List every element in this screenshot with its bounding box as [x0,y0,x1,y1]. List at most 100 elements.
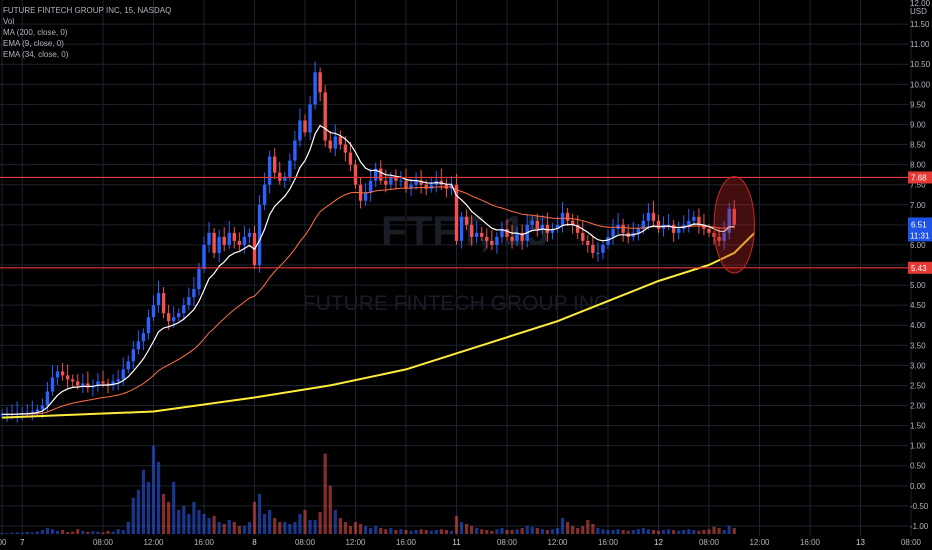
highlight-ellipse [713,176,755,274]
candle-body [136,341,141,350]
volume-bar [404,529,408,534]
volume-bar [722,529,726,534]
volume-bar [434,529,438,534]
candle-body [257,204,262,265]
time-axis[interactable]: 00 7 08:00 12:00 16:00 8 08:00 12:00 16:00 11 08:0… [0,538,922,547]
volume-bar [20,532,24,534]
candle-body [560,212,565,225]
price-axis-tick: 8.00 [910,161,926,170]
volume-bar [353,521,358,534]
candle-body [166,313,171,322]
resistance-price-label: 7.68 [911,173,927,182]
volume-bar [485,529,489,534]
candle-body [313,72,317,105]
volume-bar [45,527,50,534]
candle-body [656,220,661,229]
volume-bar [247,521,252,534]
price-axis-tick: 2.50 [910,381,926,390]
price-axis-tick: 0.50 [910,462,926,471]
candle-body [581,232,585,241]
price-axis-tick: 2.00 [910,402,926,411]
volume-bar [409,530,413,534]
candle-body [353,164,358,185]
volume-bar [126,521,130,534]
legend-title[interactable]: FUTURE FINTECH GROUP INC, 15, NASDAQ [3,6,172,15]
candle-body [591,244,595,253]
price-axis-tick: 4.00 [910,321,926,330]
volume-bar [712,526,716,534]
volume-bar [454,515,459,534]
candle-body [303,120,307,133]
legend-vol[interactable]: Vol [3,17,15,26]
candle-body [384,180,388,185]
candle-body [267,156,272,185]
candle-body [389,176,393,185]
candle-body [106,383,110,386]
candle-body [535,220,539,229]
volume-bar [333,509,337,534]
volume-bar [318,511,322,534]
volume-bar [369,527,373,534]
candle-body [247,232,252,237]
candle-body [687,220,691,225]
volume-bar [480,529,484,534]
volume-bar [71,531,75,534]
price-axis-tick: 7.50 [910,181,926,190]
volume-bar [10,532,14,534]
time-axis-tick: 12:00 [547,538,568,547]
volume-bar [389,527,393,534]
volume-bar [732,527,736,534]
time-axis-tick: 08:00 [497,538,518,547]
candle-body [96,381,100,386]
candle-body [151,305,156,318]
volume-bar [252,501,257,534]
candle-body [232,232,236,241]
volume-bar [151,445,156,534]
candle-body [187,297,191,306]
candle-body [601,244,605,253]
volume-bar [15,532,19,534]
legend-ema34[interactable]: EMA (34, close, 0) [3,50,69,59]
legend-ema9[interactable]: EMA (9, close, 0) [3,39,64,48]
price-axis-tick: 5.00 [910,281,926,290]
volume-bar [55,530,60,534]
volume-bar [288,523,292,534]
symbol-watermark: FTFT, 15 FUTURE FINTECH GROUP INC [303,207,609,315]
candle-body [510,236,514,241]
volume-bar [66,531,70,534]
candle-body [288,160,292,177]
price-axis-tick: 11.00 [910,40,930,49]
time-axis-tick: 16:00 [598,538,619,547]
candle-body [454,184,459,241]
candle-body [606,236,610,245]
legend-ma200[interactable]: MA (200, close, 0) [3,28,68,37]
candle-body [515,232,519,241]
time-axis-tick: 08:00 [295,538,316,547]
candle-body [172,317,176,322]
time-axis-tick: 16:00 [396,538,417,547]
volume-bar [25,531,29,534]
horizontal-levels[interactable] [0,176,908,269]
ema34-line [2,186,735,415]
volume-bar [106,530,110,534]
candle-body [197,269,201,290]
candle-body [50,377,55,392]
candle-body [60,371,65,376]
price-axis-tick: 3.50 [910,341,926,350]
candle-body [71,379,75,382]
candle-body [227,232,231,245]
volume-bar [687,529,691,534]
candle-body [161,293,166,314]
candle-body [419,180,423,185]
volume-bar [202,513,206,534]
highlight-circle[interactable] [713,176,755,274]
candle-body [379,168,383,181]
volume-bar [651,529,656,534]
candle-body [348,152,353,165]
volume-bar [601,529,605,534]
support-price-label: 5.43 [911,264,927,273]
watermark-ticker: FTFT, 15 [381,207,549,254]
candle-body [480,232,484,237]
